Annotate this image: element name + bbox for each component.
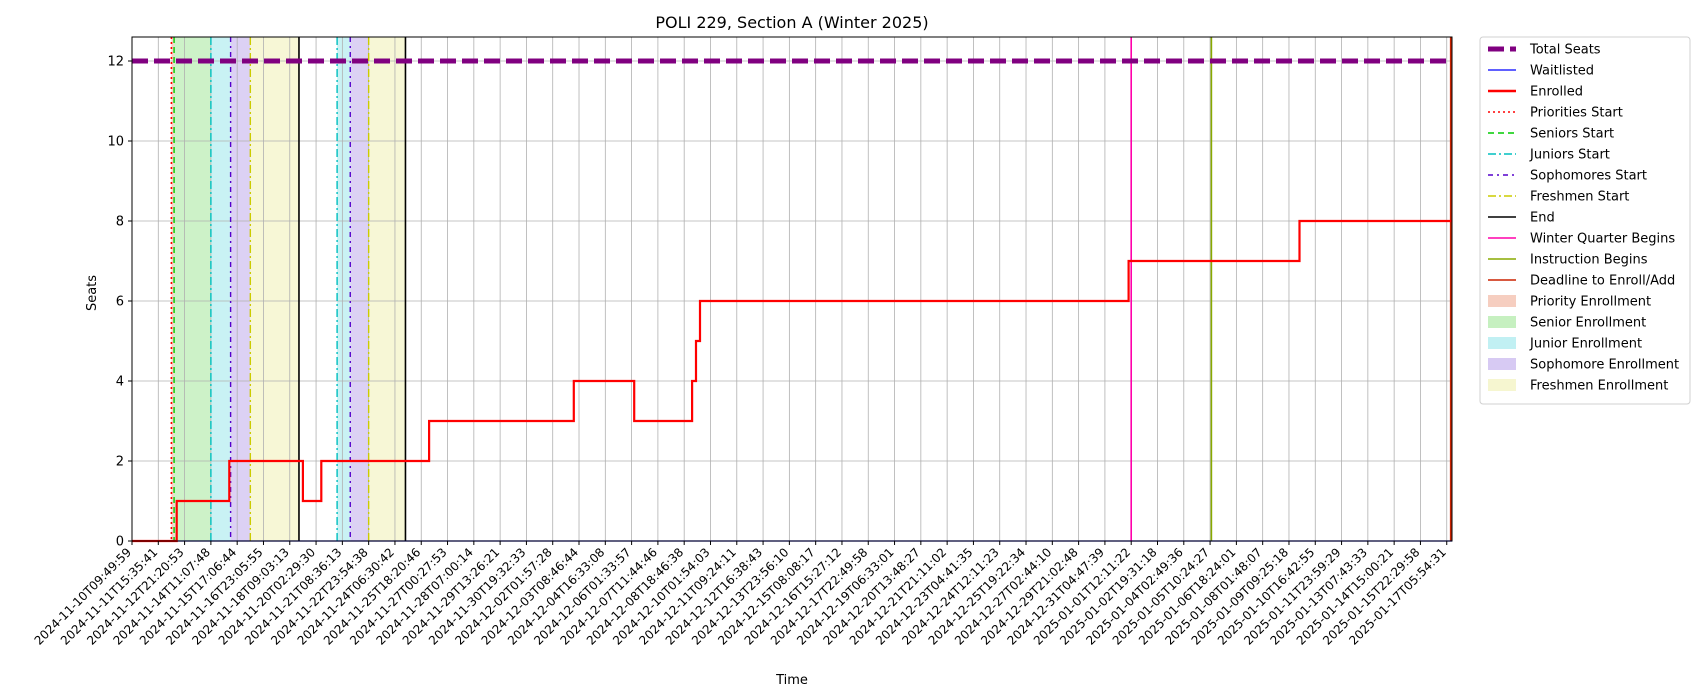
legend-item-sophomore-enrollment-swatch — [1488, 358, 1516, 370]
legend-item-junior-enrollment-label: Junior Enrollment — [1529, 337, 1642, 352]
legend-item-senior-enrollment-swatch — [1488, 316, 1516, 328]
x-axis-label: Time — [775, 673, 808, 688]
y-tick-label: 4 — [116, 375, 124, 390]
legend-item-juniors-start-label: Juniors Start — [1529, 148, 1610, 163]
y-tick-label: 0 — [116, 535, 124, 550]
legend-item-deadline-to-enroll-add-label: Deadline to Enroll/Add — [1530, 274, 1675, 289]
legend-item-seniors-start-label: Seniors Start — [1530, 127, 1614, 142]
y-axis-label: Seats — [85, 275, 100, 311]
legend-item-priority-enrollment-swatch — [1488, 295, 1516, 307]
chart-title: POLI 229, Section A (Winter 2025) — [655, 13, 928, 32]
legend-item-sophomores-start-label: Sophomores Start — [1530, 169, 1647, 184]
span-freshmen-enrollment — [368, 37, 406, 541]
plot-frame — [131, 36, 1453, 542]
legend-item-freshmen-start-label: Freshmen Start — [1530, 190, 1629, 205]
y-tick-label: 8 — [116, 215, 124, 230]
legend-item-freshmen-enrollment-label: Freshmen Enrollment — [1530, 379, 1668, 394]
legend-item-freshmen-enrollment-swatch — [1488, 379, 1516, 391]
y-tick-label: 2 — [116, 455, 124, 470]
legend-item-enrolled-label: Enrolled — [1530, 85, 1583, 100]
y-tick-label: 10 — [107, 135, 124, 150]
legend-item-total-seats-label: Total Seats — [1529, 43, 1601, 58]
legend-item-priority-enrollment-label: Priority Enrollment — [1530, 295, 1651, 310]
span-priority-enrollment — [171, 37, 175, 541]
plot-area: 0246810122024-11-10T09:49:592024-11-11T1… — [32, 36, 1453, 648]
span-senior-enrollment — [174, 37, 211, 541]
legend-frame — [1479, 36, 1691, 405]
legend: Total Seats Waitlisted Enrolled Priorities … — [1479, 36, 1691, 405]
legend-item-waitlisted-label: Waitlisted — [1530, 64, 1594, 79]
legend-item-priorities-start-label: Priorities Start — [1530, 106, 1623, 121]
legend-item-winter-quarter-begins-label: Winter Quarter Begins — [1530, 232, 1675, 247]
span-junior-enrollment — [337, 37, 351, 541]
span-sophomore-enrollment — [230, 37, 251, 541]
legend-item-end-label: End — [1530, 211, 1555, 226]
legend-item-sophomore-enrollment-label: Sophomore Enrollment — [1530, 358, 1679, 373]
span-freshmen-enrollment — [250, 37, 299, 541]
span-sophomore-enrollment — [350, 37, 369, 541]
span-junior-enrollment — [210, 37, 231, 541]
y-tick-label: 12 — [107, 55, 124, 70]
legend-item-senior-enrollment-label: Senior Enrollment — [1530, 316, 1646, 331]
legend-item-junior-enrollment-swatch — [1488, 337, 1516, 349]
series-enrolled — [132, 219, 1452, 543]
legend-item-instruction-begins-label: Instruction Begins — [1530, 253, 1648, 268]
y-tick-label: 6 — [116, 295, 124, 310]
